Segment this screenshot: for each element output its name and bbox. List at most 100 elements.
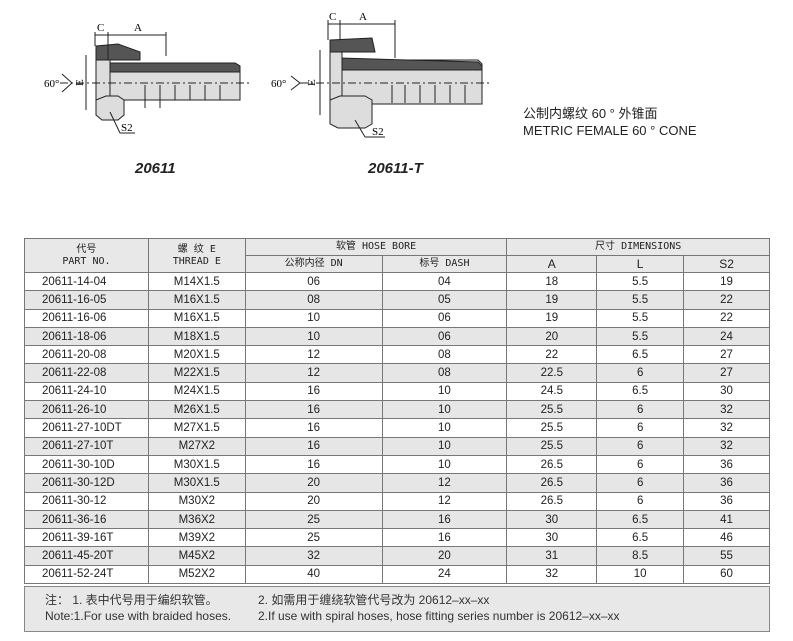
cell-s2: 32 (683, 436, 770, 456)
cell-dash: 10 (381, 436, 508, 456)
cell-dash: 12 (381, 473, 508, 493)
cell-s2: 46 (683, 528, 770, 548)
cell-a: 24.5 (506, 381, 598, 402)
cell-dn: 16 (244, 381, 383, 402)
cell-s2: 36 (683, 454, 770, 475)
cell-dash: 06 (381, 308, 508, 328)
label-e: E (74, 79, 86, 86)
cell-dn: 06 (244, 271, 383, 292)
table-row: 20611-30-12 M30X2 20 12 26.5 6 36 (24, 491, 770, 511)
cell-part-no: 20611-52-24T (24, 564, 149, 585)
cell-thread: M27X2 (147, 436, 246, 456)
cell-dn: 12 (244, 345, 383, 365)
cell-dash: 08 (381, 345, 508, 365)
cell-thread: M27X1.5 (147, 418, 246, 438)
cell-dash: 04 (381, 271, 508, 292)
header-s2: S2 (683, 255, 770, 273)
cell-l: 6 (596, 418, 685, 438)
cell-thread: M24X1.5 (147, 381, 246, 402)
cell-thread: M30X1.5 (147, 473, 246, 493)
cell-part-no: 20611-14-04 (24, 271, 149, 292)
cell-part-no: 20611-30-12 (24, 491, 149, 511)
cell-dn: 16 (244, 400, 383, 420)
cell-a: 30 (506, 509, 598, 530)
label-a: A (134, 22, 142, 34)
header-dimensions: 尺寸 DIMENSIONS (506, 238, 770, 256)
cell-thread: M30X1.5 (147, 454, 246, 475)
table-row: 20611-24-10 M24X1.5 16 10 24.5 6.5 30 (24, 381, 770, 402)
cell-a: 19 (506, 290, 598, 310)
note-cn-2: 2. 如需用于缠绕软管代号改为 20612–xx–xx (258, 593, 490, 607)
header-thread: 螺 纹 E THREAD E (147, 238, 246, 273)
table-row: 20611-27-10T M27X2 16 10 25.5 6 32 (24, 436, 770, 456)
label-c: C (329, 11, 336, 23)
cell-dn: 32 (244, 546, 383, 566)
table-row: 20611-16-05 M16X1.5 08 05 19 5.5 22 (24, 290, 770, 310)
cell-thread: M14X1.5 (147, 271, 246, 292)
cell-a: 19 (506, 308, 598, 328)
spec-table: 代号 PART NO. 螺 纹 E THREAD E 软管 HOSE BORE 尺寸… (24, 238, 770, 585)
cell-dash: 10 (381, 381, 508, 402)
cell-a: 22 (506, 345, 598, 365)
table-row: 20611-18-06 M18X1.5 10 06 20 5.5 24 (24, 326, 770, 347)
drawing-20611-T (290, 20, 490, 138)
cell-a: 26.5 (506, 491, 598, 511)
cell-dn: 08 (244, 290, 383, 310)
cell-l: 10 (596, 564, 685, 585)
cell-part-no: 20611-16-06 (24, 308, 149, 328)
cell-s2: 24 (683, 326, 770, 347)
cell-a: 25.5 (506, 436, 598, 456)
cell-l: 5.5 (596, 290, 685, 310)
cell-thread: M39X2 (147, 528, 246, 548)
note-en-2: 2.If use with spiral hoses, hose fitting… (258, 609, 620, 623)
cell-dash: 20 (381, 546, 508, 566)
table-row: 20611-30-10D M30X1.5 16 10 26.5 6 36 (24, 454, 770, 475)
cell-thread: M16X1.5 (147, 290, 246, 310)
cell-a: 31 (506, 546, 598, 566)
note-cn-1: 注： 1. 表中代号用于编织软管。 (45, 593, 218, 607)
table-row: 20611-27-10DT M27X1.5 16 10 25.5 6 32 (24, 418, 770, 438)
cell-thread: M36X2 (147, 509, 246, 530)
cell-s2: 30 (683, 381, 770, 402)
cell-s2: 27 (683, 345, 770, 365)
cell-dn: 20 (244, 491, 383, 511)
fitting-drawings: C A 60° E S2 C A 60° E S2 (44, 11, 490, 138)
cell-dn: 40 (244, 564, 383, 585)
cell-dn: 16 (244, 454, 383, 475)
cell-thread: M45X2 (147, 546, 246, 566)
cell-dn: 16 (244, 436, 383, 456)
cell-dash: 08 (381, 363, 508, 383)
header-a: A (506, 255, 598, 273)
cell-a: 26.5 (506, 454, 598, 475)
table-row: 20611-45-20T M45X2 32 20 31 8.5 55 (24, 546, 770, 566)
cell-part-no: 20611-30-10D (24, 454, 149, 475)
cell-dash: 16 (381, 528, 508, 548)
cell-dash: 05 (381, 290, 508, 310)
cell-part-no: 20611-22-08 (24, 363, 149, 383)
cell-a: 25.5 (506, 400, 598, 420)
cell-part-no: 20611-16-05 (24, 290, 149, 310)
label-angle: 60° (271, 78, 286, 90)
cell-thread: M18X1.5 (147, 326, 246, 347)
label-angle: 60° (44, 78, 59, 90)
cell-s2: 19 (683, 271, 770, 292)
cell-l: 5.5 (596, 308, 685, 328)
cell-dash: 10 (381, 418, 508, 438)
cell-s2: 22 (683, 290, 770, 310)
cell-l: 6.5 (596, 345, 685, 365)
table-row: 20611-20-08 M20X1.5 12 08 22 6.5 27 (24, 345, 770, 365)
header-l: L (596, 255, 685, 273)
table-row: 20611-22-08 M22X1.5 12 08 22.5 6 27 (24, 363, 770, 383)
cell-dn: 12 (244, 363, 383, 383)
label-c: C (97, 22, 104, 34)
label-s2: S2 (372, 126, 384, 138)
cell-a: 18 (506, 271, 598, 292)
header-dn: 公称内径 DN (244, 255, 383, 273)
model-title: 20611 (135, 160, 176, 177)
table-row: 20611-52-24T M52X2 40 24 32 10 60 (24, 564, 770, 585)
cell-dn: 20 (244, 473, 383, 493)
cell-thread: M52X2 (147, 564, 246, 585)
cell-l: 6 (596, 454, 685, 475)
table-row: 20611-30-12D M30X1.5 20 12 26.5 6 36 (24, 473, 770, 493)
table-row: 20611-39-16T M39X2 25 16 30 6.5 46 (24, 528, 770, 548)
